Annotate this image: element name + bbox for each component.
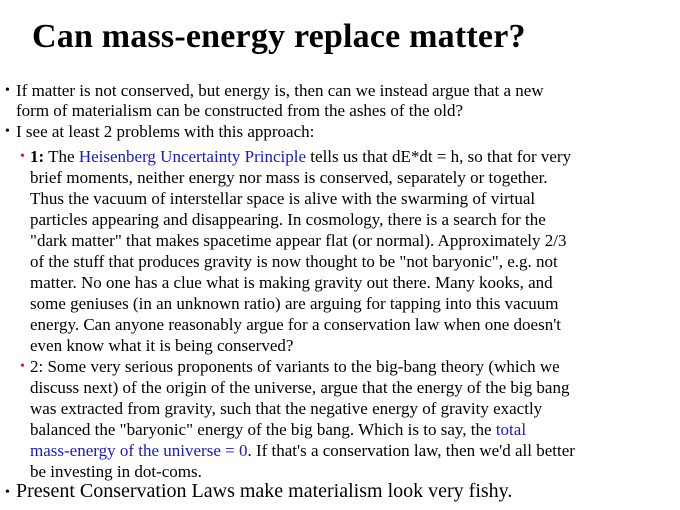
sub-1-line: Thus the vacuum of interstellar space is… [30, 189, 536, 208]
sub-1-line: some geniuses (in an unknown ratio) are … [30, 294, 559, 313]
sub-1-line: matter. No one has a clue what is making… [30, 273, 553, 292]
sub-bullet-icon: • [20, 149, 25, 164]
sub-1-post: tells us that dE*dt = h, so that for ver… [306, 147, 572, 166]
slide-title: Can mass-energy replace matter? [32, 18, 526, 55]
bullet-icon: • [5, 83, 10, 98]
total-mass-energy-link-cont[interactable]: mass-energy of the universe = 0 [30, 441, 248, 460]
bullet-3-text: Present Conservation Laws make materiali… [16, 480, 513, 502]
sub-1-line-1: 1: The Heisenberg Uncertainty Principle … [30, 146, 571, 167]
bullet-1-line-1: If matter is not conserved, but energy i… [16, 81, 544, 100]
sub-2-line-5: mass-energy of the universe = 0. If that… [30, 440, 575, 461]
sub-1-pre: The [48, 147, 79, 166]
sub-1-line: brief moments, neither energy nor mass i… [30, 168, 548, 187]
sub-1-line: "dark matter" that makes spacetime appea… [30, 231, 567, 250]
sub-1-line: of the stuff that produces gravity is no… [30, 252, 558, 271]
sub-2-line: 2: Some very serious proponents of varia… [30, 357, 560, 376]
sub-2-line-4: balanced the "baryonic" energy of the bi… [30, 419, 526, 440]
sub-1-line: particles appearing and disappearing. In… [30, 210, 546, 229]
bullet-2-text: I see at least 2 problems with this appr… [16, 122, 315, 141]
sub-2-line: was extracted from gravity, such that th… [30, 399, 543, 418]
sub-2-line-4-text: balanced the "baryonic" energy of the bi… [30, 420, 496, 439]
sub-2-line: be investing in dot-coms. [30, 462, 202, 481]
sub-1-line: energy. Can anyone reasonably argue for … [30, 315, 561, 334]
bullet-icon: • [5, 485, 10, 500]
sub-bullet-icon: • [20, 359, 25, 374]
sub-2-line: discuss next) of the origin of the unive… [30, 378, 570, 397]
bullet-icon: • [5, 124, 10, 139]
total-mass-energy-link[interactable]: total [495, 420, 527, 439]
bullet-1-line-2: form of materialism can be constructed f… [16, 101, 464, 120]
sub-1-label: 1: [30, 147, 45, 166]
sub-1-line: even know what it is being conserved? [30, 336, 294, 355]
heisenberg-link[interactable]: Heisenberg Uncertainty Principle [78, 147, 307, 166]
sub-2-line-5-text: . If that's a conservation law, then we'… [247, 441, 575, 460]
